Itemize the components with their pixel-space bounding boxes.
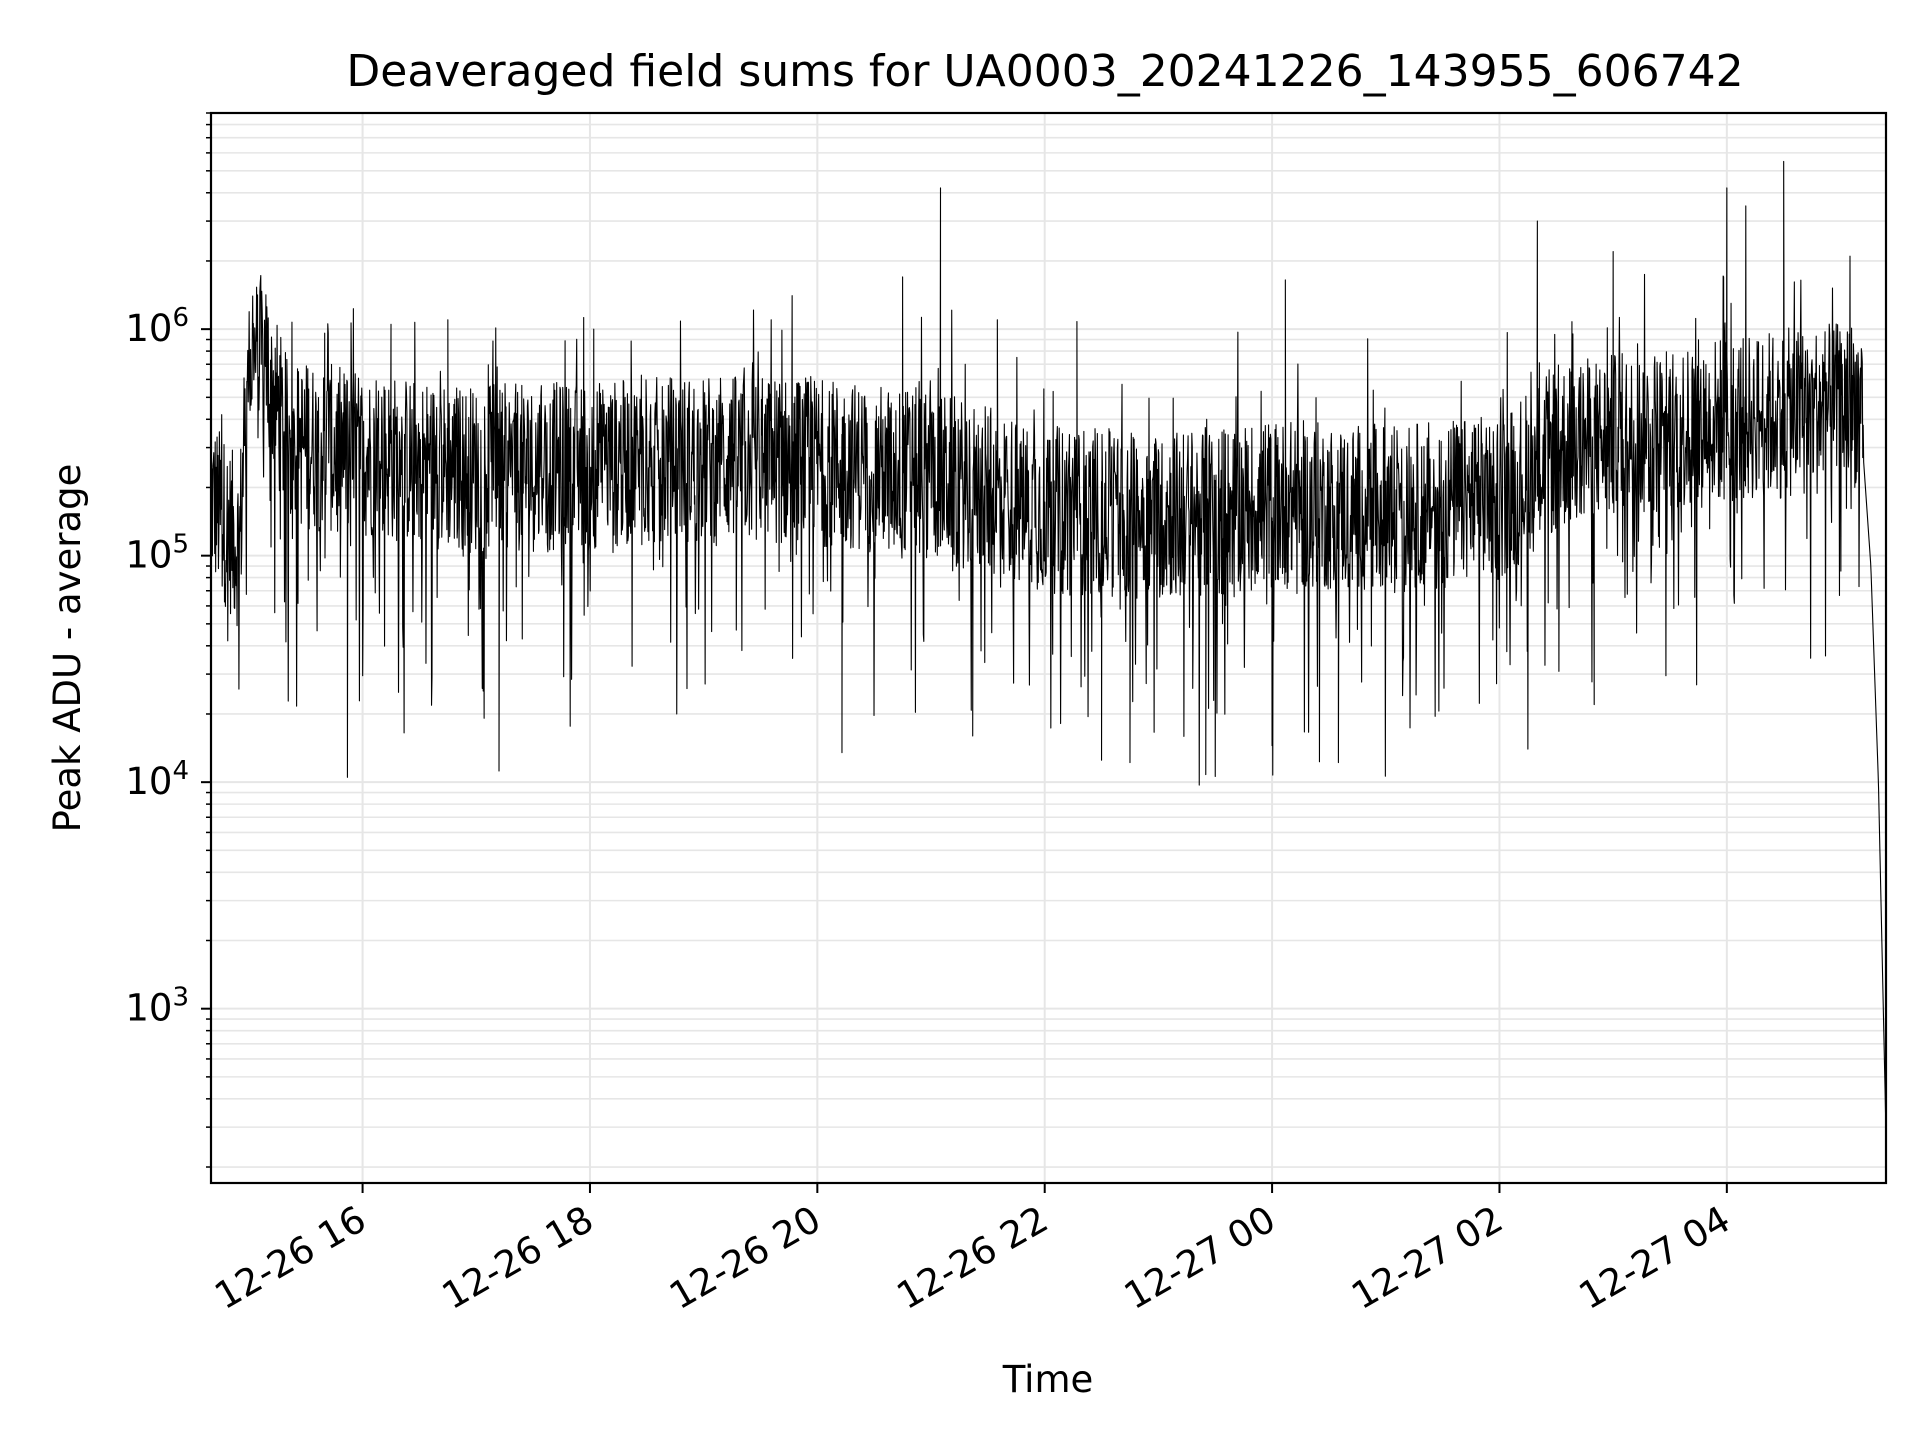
x-tick-label: 12-26 16 (208, 1198, 374, 1318)
x-tick-label: 12-27 04 (1572, 1198, 1738, 1318)
x-axis-label: Time (1002, 1358, 1094, 1401)
x-tick-label: 12-26 18 (435, 1198, 601, 1318)
y-tick-label: 106 (125, 303, 189, 350)
y-axis-label: Peak ADU - average (46, 464, 89, 833)
x-tick-label: 12-26 20 (662, 1198, 828, 1318)
series-line (210, 160, 1887, 1134)
x-axis: 12-26 16 12-26 18 12-26 20 12-26 22 12-27 00… (208, 1183, 1738, 1318)
y-tick-label: 104 (125, 756, 189, 803)
y-tick-label: 105 (125, 530, 189, 577)
x-tick-label: 12-27 02 (1344, 1198, 1510, 1318)
y-axis: 103 104 105 106 (125, 112, 211, 1168)
x-tick-label: 12-26 22 (890, 1198, 1056, 1318)
plot-frame (209, 111, 1888, 1185)
series-peak-adu (210, 160, 1887, 1134)
x-tick-label: 12-27 00 (1117, 1198, 1283, 1318)
chart-title: Deaveraged field sums for UA0003_2024122… (346, 46, 1743, 97)
grid (211, 112, 1886, 1183)
y-tick-label: 103 (125, 983, 189, 1030)
